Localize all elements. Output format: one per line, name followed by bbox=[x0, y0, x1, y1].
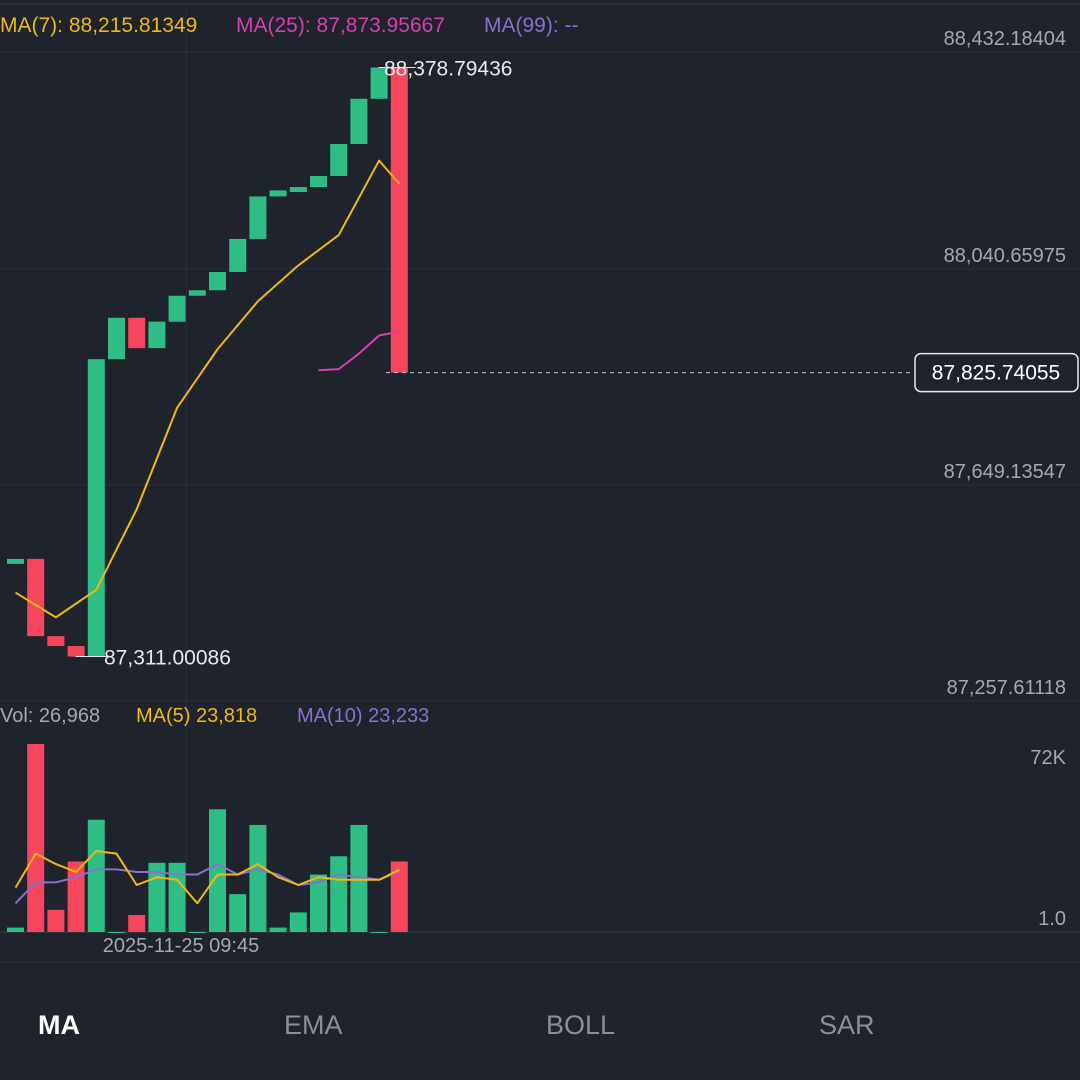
volume-ma5-line bbox=[14, 850, 400, 905]
candle[interactable] bbox=[148, 321, 166, 349]
candle[interactable] bbox=[87, 359, 105, 657]
volume-bar[interactable] bbox=[128, 915, 146, 932]
volume-ma10-legend: MA(10) 23,233 bbox=[297, 705, 429, 727]
candle[interactable] bbox=[47, 636, 65, 647]
candle[interactable] bbox=[289, 187, 307, 193]
volume-bar[interactable] bbox=[27, 744, 45, 932]
volume-bar[interactable] bbox=[249, 824, 267, 932]
candle[interactable] bbox=[209, 272, 226, 291]
volume-bar[interactable] bbox=[108, 932, 125, 933]
ma7-legend: MA(7): 88,215.81349 bbox=[0, 14, 197, 37]
volume-bar[interactable] bbox=[350, 824, 368, 932]
volume-value: Vol: 26,968 bbox=[0, 705, 100, 727]
ma25-legend: MA(25): 87,873.95667 bbox=[236, 14, 445, 37]
low-price-label: 87,311.00086 bbox=[104, 647, 231, 670]
tab-boll[interactable]: BOLL bbox=[546, 1010, 616, 1040]
candle[interactable] bbox=[168, 295, 186, 322]
price-axis-label: 88,040.65975 bbox=[944, 245, 1066, 267]
volume-bar[interactable] bbox=[47, 909, 65, 932]
candle[interactable] bbox=[249, 196, 267, 239]
volume-bar[interactable] bbox=[87, 819, 105, 932]
volume-bar[interactable] bbox=[390, 861, 408, 932]
ma25-line bbox=[318, 330, 400, 372]
tab-sar[interactable]: SAR bbox=[819, 1010, 875, 1040]
candle[interactable] bbox=[108, 317, 125, 360]
volume-bar[interactable] bbox=[289, 912, 307, 932]
volume-bar[interactable] bbox=[148, 862, 166, 932]
current-price-tag[interactable] bbox=[914, 352, 1079, 393]
ma7-line bbox=[14, 159, 401, 619]
volume-ma10-line bbox=[14, 863, 400, 904]
volume-bar[interactable] bbox=[209, 809, 226, 932]
price-axis-label: 87,649.13547 bbox=[944, 461, 1066, 483]
price-chart[interactable]: 88,378.79436 87,311.00086 87,825.74055 88,4… bbox=[0, 0, 1080, 980]
price-axis-label: 88,432.18404 bbox=[944, 28, 1066, 50]
ma99-legend: MA(99): -- bbox=[484, 14, 579, 37]
volume-bar[interactable] bbox=[330, 856, 348, 932]
candle[interactable] bbox=[7, 558, 24, 564]
volume-bar[interactable] bbox=[188, 932, 206, 933]
volume-bar[interactable] bbox=[229, 894, 247, 932]
price-axis-label: 87,257.61118 bbox=[947, 677, 1066, 699]
volume-ma5-legend: MA(5) 23,818 bbox=[136, 705, 257, 727]
volume-bar[interactable] bbox=[370, 932, 388, 933]
candle[interactable] bbox=[310, 176, 327, 188]
candle[interactable] bbox=[27, 558, 45, 637]
candle[interactable] bbox=[390, 67, 408, 373]
candle[interactable] bbox=[350, 98, 368, 145]
indicator-tabs: MA EMA BOLL SAR bbox=[0, 980, 1080, 1080]
volume-bar[interactable] bbox=[269, 927, 287, 932]
candle[interactable] bbox=[269, 190, 287, 197]
volume-axis-max: 72K bbox=[1030, 747, 1066, 769]
high-price-label: 88,378.79436 bbox=[384, 57, 512, 80]
volume-bar[interactable] bbox=[310, 874, 327, 932]
tab-ema[interactable]: EMA bbox=[284, 1010, 343, 1040]
candle[interactable] bbox=[67, 646, 85, 657]
candle[interactable] bbox=[128, 317, 146, 349]
candle[interactable] bbox=[370, 67, 388, 99]
time-axis-label: 2025-11-25 09:45 bbox=[103, 935, 259, 957]
current-price-value: 87,825.74055 bbox=[932, 362, 1060, 385]
candle[interactable] bbox=[229, 238, 247, 273]
candle[interactable] bbox=[188, 290, 206, 296]
tab-ma[interactable]: MA bbox=[38, 1010, 80, 1040]
candle[interactable] bbox=[330, 144, 348, 177]
volume-bar[interactable] bbox=[7, 927, 24, 932]
volume-axis-min: 1.0 bbox=[1038, 908, 1066, 930]
